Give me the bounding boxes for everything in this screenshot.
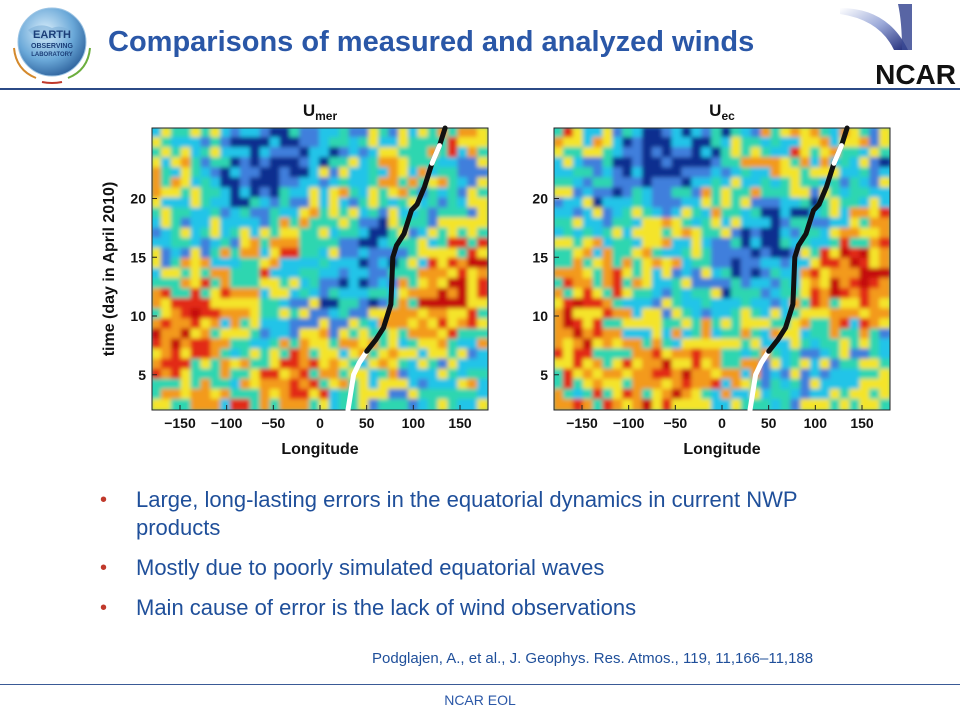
bullet-marker: • <box>100 597 108 619</box>
chart-umer: Umer −150 −100 −50 0 50 100 150 5 10 15 20 Longitude… <box>101 101 489 458</box>
ncar-swoosh-logo-icon <box>840 8 908 50</box>
x-tick-label: 150 <box>448 415 472 431</box>
chart-title: Uec <box>709 101 735 123</box>
balloon-track-white <box>345 348 370 413</box>
bullet-text: Main cause of error is the lack of wind … <box>136 595 637 620</box>
x-tick-label: 150 <box>850 415 874 431</box>
page-title: Comparisons of measured and analyzed win… <box>108 26 755 58</box>
balloon-track-white-top <box>831 143 844 166</box>
x-tick-label: −100 <box>211 415 243 431</box>
y-axis-label: time (day in April 2010) <box>101 182 118 357</box>
x-tick-label: 100 <box>804 415 828 431</box>
y-tick-label: 10 <box>130 308 146 324</box>
chart-title: Umer <box>303 101 338 123</box>
x-tick-label: −50 <box>663 415 687 431</box>
header-divider <box>0 88 960 90</box>
eol-logo-line2: OBSERVING <box>31 43 73 50</box>
eol-logo-line3: LABORATORY <box>31 52 73 58</box>
y-tick-label: 20 <box>532 191 548 207</box>
x-tick-label: 50 <box>359 415 375 431</box>
chart-title-subscript: ec <box>721 109 735 123</box>
ncar-logo-text: NCAR <box>875 59 956 90</box>
bullet-item: • Main cause of error is the lack of wind… <box>100 594 840 622</box>
y-tick-label: 20 <box>130 191 146 207</box>
balloon-track-white <box>747 348 772 413</box>
x-tick-label: 50 <box>761 415 777 431</box>
chart-uec: Uec −150 −100 −50 0 50 100 150 5 10 15 20 Longitude <box>532 101 891 458</box>
y-tick-label: 10 <box>532 308 548 324</box>
bullet-item: • Mostly due to poorly simulated equatori… <box>100 554 840 582</box>
bullet-marker: • <box>100 489 108 511</box>
bullet-item: • Large, long-lasting errors in the equat… <box>100 486 840 542</box>
x-tick-label: −100 <box>613 415 645 431</box>
ncar-logo: NCAR <box>840 4 956 90</box>
eol-logo: EARTH OBSERVING LABORATORY <box>13 7 91 84</box>
earth-globe-logo-icon <box>17 7 87 77</box>
x-tick-label: −50 <box>261 415 285 431</box>
y-tick-label: 15 <box>130 249 146 265</box>
x-tick-label: 0 <box>316 415 324 431</box>
footer-text: NCAR EOL <box>444 692 516 708</box>
chart-title-subscript: mer <box>315 109 337 123</box>
bullet-text: Large, long-lasting errors in the equato… <box>136 487 798 540</box>
bullet-list: • Large, long-lasting errors in the equat… <box>100 486 840 634</box>
x-tick-label: −150 <box>164 415 196 431</box>
bullet-text: Mostly due to poorly simulated equatoria… <box>136 555 605 580</box>
x-tick-label: 0 <box>718 415 726 431</box>
chart-title-main: U <box>709 101 721 120</box>
footer-divider <box>0 684 960 685</box>
balloon-track-white-top <box>429 143 442 166</box>
x-axis-label: Longitude <box>281 441 358 458</box>
chart-panel-umer: Umer −150 −100 −50 0 50 100 150 5 10 15 20 Longitude… <box>96 92 496 470</box>
y-tick-label: 5 <box>540 367 548 383</box>
y-tick-label: 15 <box>532 249 548 265</box>
bullet-marker: • <box>100 557 108 579</box>
eol-logo-line1: EARTH <box>33 29 71 41</box>
x-axis-label: Longitude <box>683 441 760 458</box>
chart-title-main: U <box>303 101 315 120</box>
x-tick-label: 100 <box>402 415 426 431</box>
citation: Podglajen, A., et al., J. Geophys. Res. … <box>372 650 814 667</box>
heatmap-field <box>152 128 488 410</box>
y-tick-label: 5 <box>138 367 146 383</box>
x-tick-label: −150 <box>566 415 598 431</box>
chart-panel-uec: Uec −150 −100 −50 0 50 100 150 5 10 15 20 Longitude <box>498 92 898 470</box>
heatmap-field <box>554 128 890 410</box>
